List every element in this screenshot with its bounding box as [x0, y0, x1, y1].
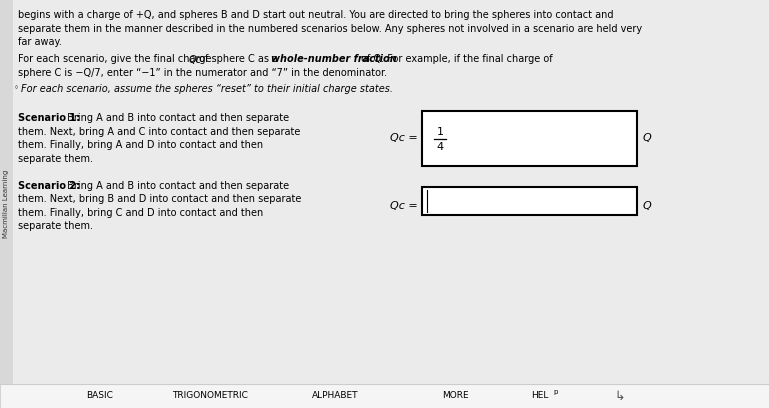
Text: of sphere C as a: of sphere C as a	[196, 55, 281, 64]
Text: ALPHABET: ALPHABET	[311, 392, 358, 401]
Text: sphere C is −Q/7, enter “−1” in the numerator and “7” in the denominator.: sphere C is −Q/7, enter “−1” in the nume…	[18, 68, 387, 78]
Bar	[422, 111, 637, 166]
Text: MORE: MORE	[441, 392, 468, 401]
Text: whole-number fraction: whole-number fraction	[271, 55, 397, 64]
Text: 1: 1	[437, 127, 444, 137]
Text: them. Finally, bring A and D into contact and then: them. Finally, bring A and D into contac…	[18, 140, 263, 150]
Text: p: p	[554, 389, 558, 395]
Text: of Q. For example, if the final charge of: of Q. For example, if the final charge o…	[358, 55, 553, 64]
Text: ↳: ↳	[614, 390, 625, 403]
Text: Qc: Qc	[188, 55, 201, 64]
Text: separate them.: separate them.	[18, 221, 93, 231]
Bar	[0, 384, 769, 408]
Text: Bring A and B into contact and then separate: Bring A and B into contact and then sepa…	[64, 181, 289, 191]
Bar	[422, 187, 637, 215]
Text: Bring A and B into contact and then separate: Bring A and B into contact and then sepa…	[64, 113, 289, 123]
Text: For each scenario, assume the spheres “reset” to their initial charge states.: For each scenario, assume the spheres “r…	[21, 84, 393, 93]
Text: Q: Q	[643, 133, 652, 144]
Text: separate them in the manner described in the numbered scenarios below. Any spher: separate them in the manner described in…	[18, 24, 642, 33]
Text: them. Finally, bring C and D into contact and then: them. Finally, bring C and D into contac…	[18, 208, 263, 218]
Text: separate them.: separate them.	[18, 154, 93, 164]
Text: Q: Q	[643, 201, 652, 211]
Text: far away.: far away.	[18, 37, 62, 47]
Text: TRIGONOMETRIC: TRIGONOMETRIC	[172, 392, 248, 401]
Text: Scenario 1:: Scenario 1:	[18, 113, 80, 123]
Text: Qc =: Qc =	[390, 133, 418, 144]
Text: HEL: HEL	[531, 392, 549, 401]
Text: begins with a charge of +Q, and spheres B and D start out neutral. You are direc: begins with a charge of +Q, and spheres …	[18, 10, 614, 20]
Text: them. Next, bring B and D into contact and then separate: them. Next, bring B and D into contact a…	[18, 194, 301, 204]
Text: Qc =: Qc =	[390, 201, 418, 211]
Text: 4: 4	[437, 142, 444, 152]
Text: For each scenario, give the final charge: For each scenario, give the final charge	[18, 55, 215, 64]
Bar	[0, 0, 13, 408]
Text: Macmillan Learning: Macmillan Learning	[4, 170, 9, 238]
Text: Scenario 2:: Scenario 2:	[18, 181, 80, 191]
Text: them. Next, bring A and C into contact and then separate: them. Next, bring A and C into contact a…	[18, 127, 301, 137]
Text: BASIC: BASIC	[87, 392, 114, 401]
Text: ◦: ◦	[14, 84, 19, 93]
